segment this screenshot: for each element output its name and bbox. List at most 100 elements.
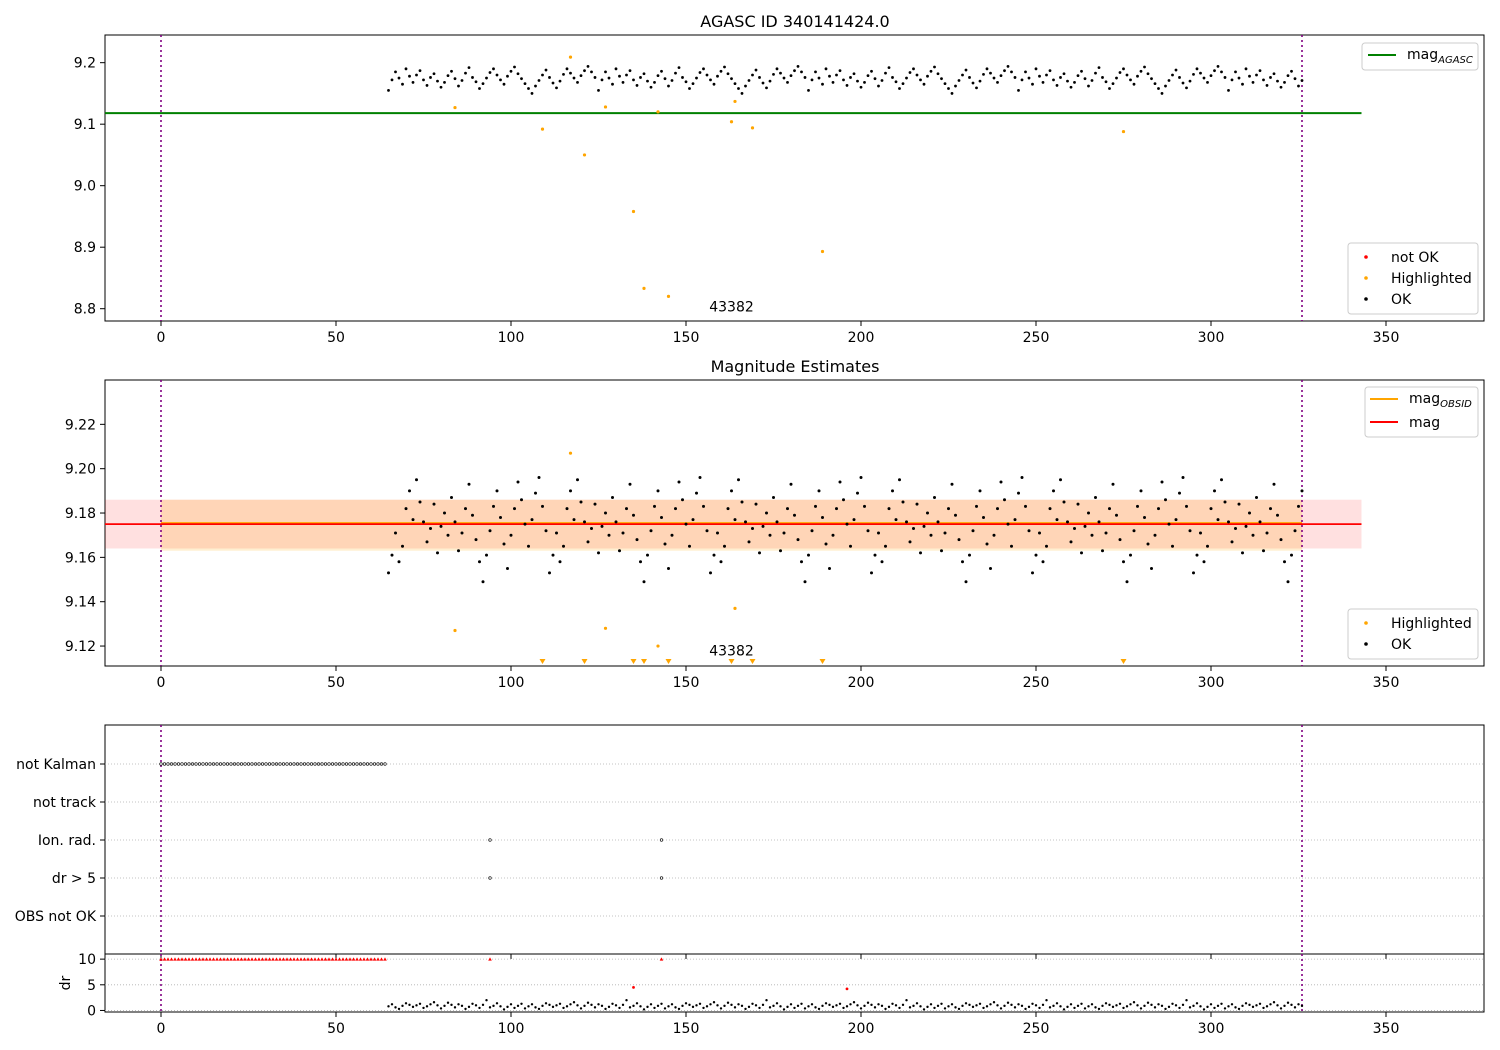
ok-point [1230,540,1234,544]
ok-point [1279,538,1283,542]
ok-point [632,1004,635,1008]
ok-point [471,76,474,79]
saturated-not-ok-marker [232,957,237,961]
ok-point [1178,76,1181,79]
ok-point [1195,1002,1199,1005]
ok-point [999,1007,1003,1010]
ok-point [1157,507,1160,511]
x-tick-label: 350 [1373,330,1400,346]
ok-point [733,1006,737,1009]
ok-point [1248,1003,1251,1007]
ok-point [544,529,548,533]
ok-point [572,76,576,80]
ok-point [1262,1006,1265,1010]
x-tick-label: 300 [1198,1021,1225,1037]
ok-point [670,79,674,82]
ok-point [684,80,688,84]
ok-point [922,82,926,86]
ok-point [1167,522,1171,526]
ok-point [985,67,989,71]
ok-point [709,571,712,575]
legend-subscript: OBSID [1440,399,1472,410]
ok-point [1269,76,1272,79]
ok-point [390,553,394,557]
ok-point [950,1003,954,1006]
ok-point [460,79,464,82]
ok-point [1244,524,1248,528]
ok-point [677,1007,681,1011]
flag-point [316,762,321,766]
ok-point [523,522,527,526]
ok-point [989,1003,992,1006]
saturated-not-ok-marker [309,957,314,961]
panel-agasc: AGASC ID 340141424.0 8.8 8.9 9.0 9.1 9.2 0 50 1… [74,12,1485,346]
y-tick-label: 9.20 [65,462,96,478]
highlighted-point [656,644,660,648]
ok-point [387,1005,390,1008]
ok-point [880,79,884,82]
ok-point [842,78,845,82]
saturated-not-ok-marker [659,957,664,961]
ok-point [982,1006,985,1010]
ok-point [849,76,852,79]
flag-point [365,762,370,766]
saturated-not-ok-marker [288,957,293,961]
flag-point [299,762,303,766]
ok-point [747,1005,751,1009]
ok-point [572,1001,576,1004]
ok-point [1223,500,1227,504]
ok-point [719,560,723,564]
ok-point [821,82,824,86]
ok-point [695,76,698,80]
flag-point [180,762,184,766]
ok-point [1073,80,1076,84]
ok-point [1073,1006,1076,1010]
ok-point [1188,1006,1192,1009]
ok-point [695,1004,698,1007]
saturated-not-ok-marker [365,957,370,961]
ok-point [702,67,705,71]
ok-point [1122,1006,1125,1010]
ok-point [401,544,404,548]
ok-point [1146,542,1150,546]
ok-point [1125,1005,1129,1008]
y-tick-label: 10 [78,952,96,968]
legend-label: OK [1391,637,1412,653]
flag-point [246,762,251,766]
ok-point [796,538,800,542]
ok-point [810,1003,814,1006]
highlighted-point [642,286,646,291]
ok-point [453,77,457,81]
ok-point [471,1002,474,1005]
ok-point [737,1003,740,1006]
ok-point [656,1004,660,1008]
ok-point [950,482,954,486]
ok-point [1066,1005,1069,1009]
ok-point [1227,520,1230,524]
ok-point [551,81,555,85]
ok-point [408,74,411,78]
saturated-not-ok-marker [327,957,331,961]
ok-point [688,544,691,548]
ok-point [912,1004,915,1008]
ok-point [1076,502,1080,506]
ok-point [1108,1003,1111,1007]
ok-point [422,520,425,524]
ok-point [520,1002,523,1005]
flag-point [229,762,233,766]
saturated-not-ok-marker [355,957,359,961]
ok-point [1076,74,1080,77]
ok-point [460,1004,464,1008]
flag-point [211,762,216,766]
ok-point [1027,76,1031,80]
ok-point [1090,79,1094,82]
ok-point [922,524,926,528]
ok-point [1209,74,1213,77]
ok-point [838,69,842,73]
ok-point [1150,1003,1153,1007]
ok-point [1237,76,1241,80]
ok-point [474,1004,478,1007]
ok-point [1034,553,1038,557]
ok-point [845,522,849,526]
saturated-not-ok-marker [299,957,303,961]
